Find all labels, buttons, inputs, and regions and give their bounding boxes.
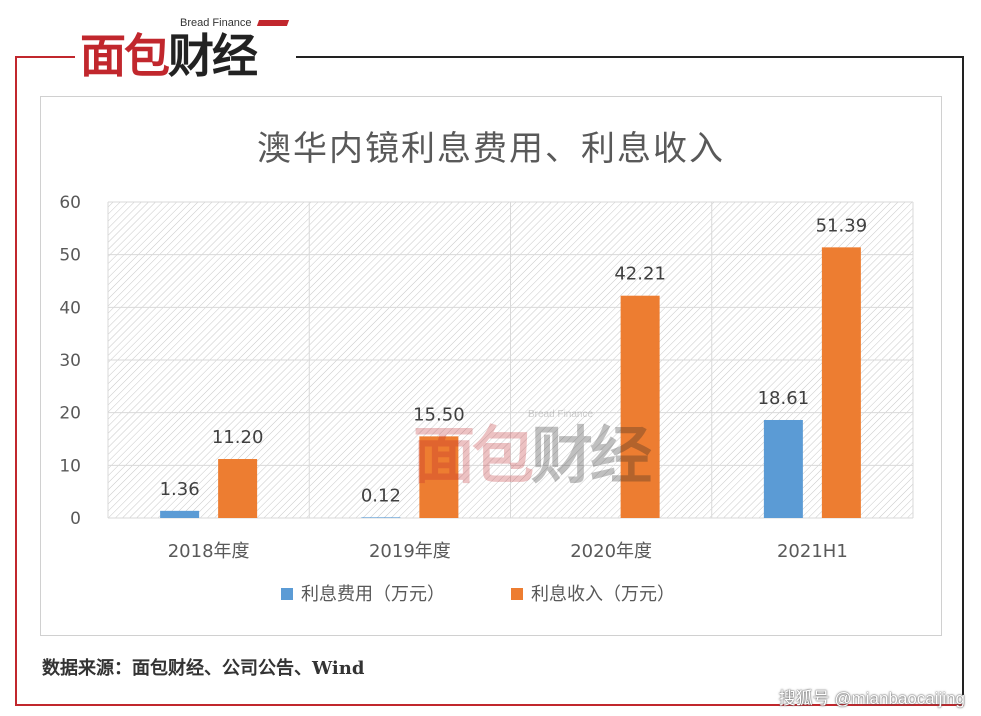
- x-tick-label: 2019年度: [369, 541, 451, 562]
- y-tick-label: 50: [59, 246, 81, 266]
- legend-swatch: [281, 588, 293, 600]
- data-label: 18.61: [758, 388, 810, 409]
- bar-income: [620, 295, 660, 518]
- bar-income: [419, 436, 459, 518]
- y-tick-label: 40: [59, 298, 81, 318]
- legend-label: 利息费用（万元）: [301, 584, 445, 605]
- frame-left: [15, 56, 17, 706]
- data-label: 1.36: [160, 479, 200, 500]
- frame-right: [962, 56, 964, 706]
- bar-chart: 0 10 20 30 40 50 60 1.36 0.12 18.61 11.20 15.50 42.2…: [59, 193, 914, 605]
- chart-panel: 澳华内镜利息费用、利息收入 0 10 20 30 40 50 60 1.36 0.12 18.61…: [40, 96, 942, 636]
- bottom-watermark: 搜狐号 @mianbaocaijing: [778, 689, 965, 708]
- chart-title: 澳华内镜利息费用、利息收入: [257, 129, 725, 169]
- y-tick-label: 10: [59, 456, 81, 476]
- y-tick-label: 30: [59, 351, 81, 371]
- legend-label: 利息收入（万元）: [531, 584, 675, 605]
- brand-logo: 面包财经: [80, 29, 258, 83]
- data-label: 15.50: [413, 404, 465, 425]
- bar-expense: [361, 517, 401, 518]
- data-label: 11.20: [212, 427, 264, 448]
- bar-income: [218, 459, 258, 518]
- brand-logo-part1: 面包: [80, 29, 170, 83]
- brand-english: Bread Finance: [180, 17, 252, 29]
- y-tick-label: 20: [59, 404, 81, 424]
- brand-logo-part2: 财经: [168, 29, 258, 83]
- frame-top-right: [296, 56, 964, 58]
- brand-accent-bar: [256, 20, 290, 26]
- data-label: 42.21: [614, 264, 666, 285]
- legend-swatch: [511, 588, 523, 600]
- frame-top-left: [15, 56, 75, 58]
- data-label: 0.12: [361, 485, 401, 506]
- x-tick-label: 2020年度: [570, 541, 652, 562]
- y-tick-label: 0: [70, 509, 81, 529]
- y-tick-label: 60: [59, 193, 81, 213]
- frame-bottom: [15, 704, 964, 706]
- data-label: 51.39: [816, 215, 868, 236]
- bar-expense: [160, 510, 200, 518]
- x-tick-label: 2018年度: [168, 541, 250, 562]
- bar-expense: [763, 419, 803, 518]
- source-note: 数据来源：面包财经、公司公告、Wind: [42, 658, 365, 679]
- x-tick-label: 2021H1: [777, 541, 848, 562]
- bar-income: [821, 247, 861, 518]
